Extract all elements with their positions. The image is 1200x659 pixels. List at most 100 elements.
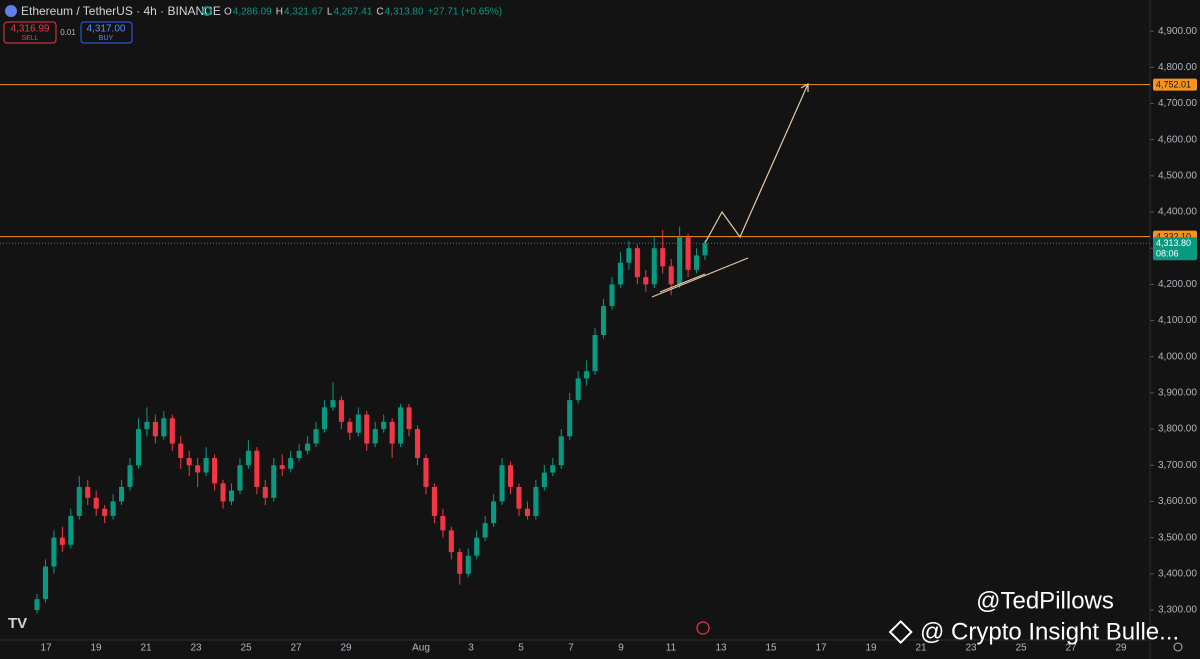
x-tick-label: 23 (965, 643, 977, 654)
candle-body (93, 497, 99, 509)
candle-body (609, 284, 615, 307)
candle-body (127, 465, 133, 487)
candle-body (660, 248, 666, 267)
candle-body (423, 458, 429, 487)
x-tick-label: 27 (1065, 643, 1077, 654)
candle-body (364, 414, 370, 444)
x-tick-label: 19 (90, 643, 102, 654)
level-tag (1153, 78, 1197, 91)
candle-body (330, 400, 336, 408)
candle-body (694, 255, 700, 270)
x-tick-label: 3 (468, 643, 474, 654)
ohlc-value: 4,267.41 (333, 7, 372, 18)
y-tick-label: 4,100.00 (1158, 315, 1197, 326)
status-icon (202, 6, 212, 16)
y-tick-label: 3,800.00 (1158, 424, 1197, 435)
candle-body (42, 566, 48, 600)
projection-path (704, 83, 809, 244)
candle-body (491, 501, 497, 524)
y-tick-label: 3,500.00 (1158, 532, 1197, 543)
y-tick-label: 4,600.00 (1158, 134, 1197, 145)
candle-body (347, 421, 353, 433)
event-icon (696, 621, 710, 635)
candle-body (567, 400, 573, 437)
x-tick-label: 29 (1115, 643, 1127, 654)
candle-body (186, 458, 192, 466)
candle-body (643, 277, 649, 285)
x-tick-label: 29 (340, 643, 352, 654)
x-tick-label: 17 (40, 643, 52, 654)
sell-button[interactable] (3, 21, 57, 44)
candle-body (254, 450, 260, 487)
y-tick-label: 4,200.00 (1158, 279, 1197, 290)
x-tick-label: 9 (618, 643, 624, 654)
watermark-icon (888, 619, 913, 645)
spread: 0.01 (60, 28, 76, 37)
ohlc: O 4,286.09 H 4,321.67 L 4,267.41 C 4,313.80 +27.… (224, 7, 502, 18)
x-tick-label: 27 (290, 643, 302, 654)
candle-body (677, 237, 683, 285)
candle-body (119, 486, 125, 502)
candle-body (507, 465, 514, 487)
candle-body (338, 400, 344, 422)
symbol-icon (5, 5, 17, 17)
ohlc-key: L (327, 7, 333, 18)
ohlc-key: H (276, 7, 283, 18)
ohlc-key: O (224, 7, 232, 18)
triangle-line (659, 273, 706, 293)
candle-body (59, 537, 65, 545)
candle-body (702, 243, 708, 256)
x-tick-label: 11 (666, 643, 677, 654)
candle-body (575, 378, 581, 401)
buy-label: BUY (99, 35, 114, 42)
last-price-tag (1153, 237, 1197, 261)
candle-body (431, 486, 437, 516)
triangle-line (651, 257, 749, 298)
symbol: Ethereum / TetherUS · 4h · BINANCE (21, 4, 221, 18)
candle-body (203, 458, 209, 473)
x-tick-label: 25 (1015, 643, 1027, 654)
candle-body (550, 465, 556, 473)
candle-body (110, 501, 116, 516)
y-tick-label: 4,500.00 (1158, 170, 1197, 181)
level-label: 4,332.10 (1156, 231, 1191, 241)
buy-price: 4,317.00 (87, 24, 126, 35)
candle-body (51, 537, 57, 567)
candle-body (144, 421, 150, 430)
candle-body (355, 414, 361, 433)
candle-body (381, 421, 387, 430)
candle-body (195, 465, 201, 473)
settings-icon[interactable] (1173, 642, 1183, 652)
buy-button[interactable] (80, 21, 133, 44)
y-tick-label: 3,400.00 (1158, 568, 1197, 579)
y-tick-label: 4,900.00 (1158, 26, 1197, 37)
candle-body (34, 599, 40, 610)
candle-body (414, 429, 421, 459)
candle-body (634, 248, 640, 278)
candle-body (465, 555, 471, 574)
projection-arrow (800, 82, 809, 92)
y-tick-label: 4,700.00 (1158, 98, 1197, 109)
candle-body (398, 407, 404, 444)
x-tick-label: 15 (765, 643, 777, 654)
candle-body (541, 472, 547, 487)
x-tick-label: 25 (240, 643, 252, 654)
ohlc-value: 4,313.80 (385, 7, 424, 18)
ohlc-change: +27.71 (+0.65%) (428, 7, 503, 18)
y-tick-label: 3,900.00 (1158, 388, 1197, 399)
x-tick-label: 21 (140, 643, 152, 654)
candle-body (220, 483, 226, 502)
watermark-handle: @TedPillows (976, 587, 1114, 614)
candle-body (76, 486, 82, 516)
candle-body (626, 248, 632, 263)
tv-logo: TV (8, 615, 27, 632)
candle-body (533, 486, 539, 516)
candle-body (228, 490, 235, 502)
candle-body (169, 418, 175, 444)
candle-body (313, 429, 319, 444)
y-tick-label: 3,300.00 (1158, 605, 1197, 616)
candle-body (68, 515, 74, 545)
